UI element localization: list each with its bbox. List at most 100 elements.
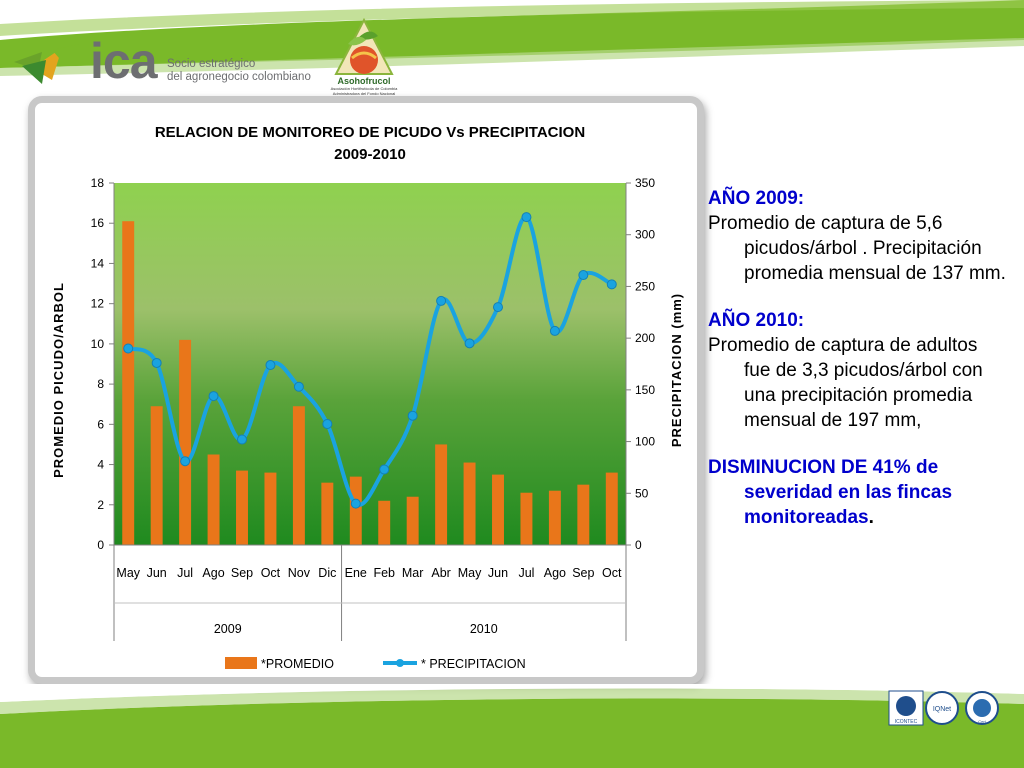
bar-promedio — [122, 221, 135, 545]
right-tick-label: 200 — [635, 331, 655, 345]
right-tick-label: 300 — [635, 228, 655, 242]
icontec-cert-icon: ICONTEC — [888, 690, 924, 726]
left-tick-label: 10 — [91, 337, 105, 351]
right-tick-label: 50 — [635, 486, 649, 500]
left-tick-label: 8 — [97, 377, 104, 391]
asohofrucol-sub2: Administradora del Fondo Nacional — [332, 91, 396, 96]
right-tick-label: 0 — [635, 538, 642, 552]
iqnet-label: IQNet — [933, 706, 951, 713]
precipitacion-point — [521, 212, 532, 223]
seal-label: Cert — [978, 719, 986, 724]
precipitacion-point — [407, 410, 418, 421]
precipitacion-point — [379, 464, 390, 475]
bar-promedio — [492, 474, 504, 545]
left-tick-label: 6 — [97, 417, 104, 431]
x-tick-label: Mar — [402, 566, 424, 580]
x-tick-label: Jun — [147, 566, 167, 580]
bar-promedio — [435, 444, 448, 545]
bar-promedio — [463, 462, 476, 545]
bar-promedio — [406, 496, 419, 545]
footer-band — [0, 684, 1024, 768]
x-tick-label: Feb — [373, 566, 395, 580]
x-tick-label: Oct — [261, 566, 281, 580]
precipitacion-point — [578, 270, 589, 281]
precipitacion-point — [180, 456, 191, 467]
right-axis-title: PRECIPITACION (mm) — [669, 293, 684, 447]
chart-title-line1: RELACION DE MONITOREO DE PICUDO Vs PRECI… — [155, 124, 585, 141]
left-tick-label: 14 — [91, 256, 105, 270]
precipitacion-point — [549, 325, 560, 336]
x-tick-label: May — [116, 566, 140, 580]
x-tick-label: May — [458, 566, 482, 580]
group-label: 2009 — [214, 622, 242, 636]
precipitacion-point — [350, 498, 361, 509]
year-2010-header: AÑO 2010: — [708, 310, 805, 331]
asohofrucol-name: Asohofrucol — [337, 76, 391, 86]
chart: RELACION DE MONITOREO DE PICUDO Vs PRECI… — [51, 124, 684, 671]
left-tick-label: 18 — [91, 176, 105, 190]
precipitacion-point — [493, 302, 503, 313]
x-tick-label: Sep — [572, 566, 594, 580]
bar-promedio — [378, 500, 391, 545]
bar-promedio — [179, 339, 192, 545]
ica-tagline: Socio estratégico del agronegocio colomb… — [167, 58, 311, 84]
seal-cert-icon: Cert — [965, 691, 999, 725]
precipitacion-point — [293, 381, 304, 392]
icontec-label: ICONTEC — [895, 719, 918, 725]
left-tick-label: 16 — [91, 216, 105, 230]
right-tick-label: 150 — [635, 383, 655, 397]
x-tick-label: Sep — [231, 566, 253, 580]
precipitacion-point — [123, 343, 134, 354]
x-tick-label: Ago — [202, 566, 224, 580]
conclusion-period: . — [868, 507, 874, 528]
left-tick-label: 4 — [97, 458, 104, 472]
conclusion-main: DISMINUCION DE 41% de severidad en las f… — [708, 457, 953, 528]
legend-label-precipitacion: * PRECIPITACION — [421, 657, 526, 671]
bar-promedio — [207, 454, 220, 545]
ica-logo: ica Socio estratégico del agronegocio co… — [12, 33, 312, 94]
precipitacion-point — [208, 391, 219, 402]
x-tick-label: Ago — [544, 566, 566, 580]
bar-promedio — [321, 482, 334, 545]
chart-frame: RELACION DE MONITOREO DE PICUDO Vs PRECI… — [28, 96, 704, 684]
right-tick-label: 250 — [635, 279, 655, 293]
bar-promedio — [292, 406, 305, 545]
left-axis-title: PROMEDIO PICUDO/ARBOL — [51, 282, 66, 478]
summary-panel: AÑO 2009: Promedio de captura de 5,6 pic… — [708, 186, 1008, 530]
bar-promedio — [236, 470, 248, 545]
precipitacion-point — [464, 338, 475, 349]
bar-promedio — [577, 484, 590, 545]
year-2009-text: Promedio de captura de 5,6 picudos/árbol… — [708, 213, 1006, 284]
asohofrucol-sub1: Asociación Hortifrutícola de Colombia — [330, 86, 398, 91]
precipitacion-point — [606, 279, 617, 290]
conclusion-text: DISMINUCION DE 41% de severidad en las f… — [708, 455, 1008, 530]
precipitacion-point — [237, 434, 247, 445]
x-tick-label: Jul — [518, 566, 534, 580]
year-2009-header: AÑO 2009: — [708, 188, 805, 209]
bar-promedio — [150, 406, 163, 545]
bar-promedio — [548, 490, 561, 545]
iqnet-cert-icon: IQNet — [925, 691, 959, 725]
ica-tagline-line2: del agronegocio colombiano — [167, 71, 311, 83]
x-tick-label: Jul — [177, 566, 193, 580]
bar-promedio — [520, 492, 533, 545]
x-tick-label: Abr — [431, 566, 450, 580]
left-tick-label: 2 — [97, 498, 104, 512]
group-label: 2010 — [470, 622, 498, 636]
precipitacion-point — [151, 357, 162, 368]
ica-logo-text: ica — [90, 33, 158, 89]
chart-title-line2: 2009-2010 — [334, 146, 406, 163]
bar-promedio — [605, 472, 618, 545]
asohofrucol-logo: Asohofrucol Asociación Hortifrutícola de… — [318, 18, 410, 104]
legend-label-promedio: *PROMEDIO — [261, 657, 334, 671]
x-tick-label: Nov — [288, 566, 311, 580]
year-2010-text: Promedio de captura de adultos fue de 3,… — [708, 335, 983, 431]
precipitacion-point — [265, 360, 276, 371]
precipitacion-line — [127, 215, 613, 507]
left-tick-label: 12 — [91, 297, 105, 311]
bar-promedio — [264, 472, 277, 545]
x-tick-label: Dic — [318, 566, 336, 580]
header-band — [0, 0, 1024, 76]
x-tick-label: Oct — [602, 566, 622, 580]
right-tick-label: 100 — [635, 435, 655, 449]
